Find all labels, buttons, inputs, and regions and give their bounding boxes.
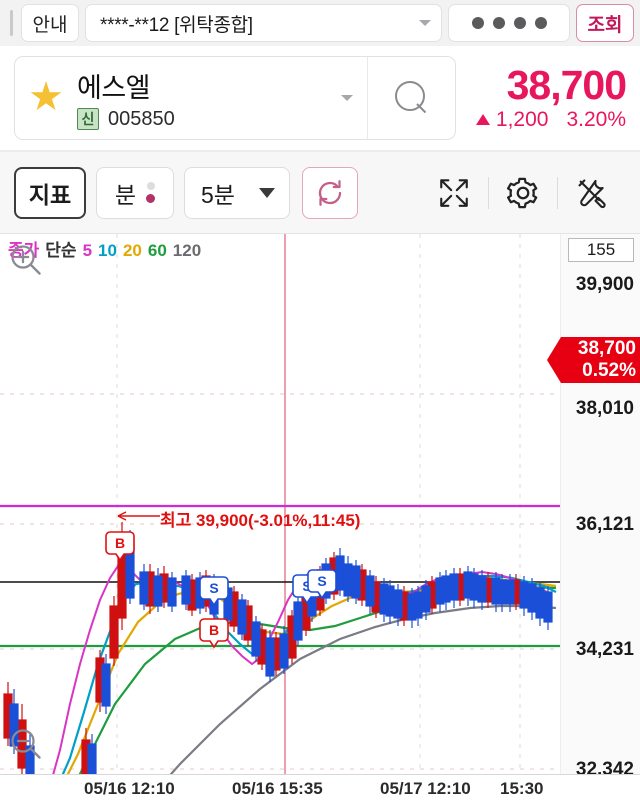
price-axis-label: 39,900 — [575, 274, 634, 295]
inquiry-button[interactable]: 조회 — [576, 4, 634, 42]
zoom-out-button[interactable] — [8, 726, 44, 767]
chart-unit-button[interactable]: 분 — [96, 166, 174, 219]
tools-button[interactable] — [558, 166, 626, 220]
svg-text:S: S — [317, 573, 326, 589]
stock-code: 005850 — [108, 107, 175, 130]
price-axis-label: 38,010 — [575, 398, 634, 419]
account-number: ****-**12 [위탁종합] — [100, 14, 253, 36]
trade-marker-buy: B — [199, 618, 229, 649]
star-icon: ★ — [28, 75, 64, 119]
divider — [488, 176, 489, 209]
high-annotation: 최고 39,900(-3.01%,11:45) — [160, 511, 361, 530]
chevron-down-icon — [419, 20, 431, 26]
search-icon — [394, 81, 429, 115]
current-price-tag-price: 38,700 — [577, 338, 636, 359]
settings-button[interactable] — [489, 166, 557, 220]
change-value-group: 1,200 — [475, 107, 549, 132]
stock-name: 에스엘 — [77, 72, 151, 103]
price-axis[interactable]: 155 39,900 38,700 0.52% 38,010 36,121 34… — [547, 234, 640, 780]
divider — [557, 176, 558, 209]
trade-marker-sell: S — [199, 576, 229, 607]
chart-plot[interactable]: B S B S S 최고 — [0, 234, 560, 774]
gear-icon — [506, 177, 538, 208]
candle-count-box[interactable]: 155 — [568, 238, 634, 262]
password-dot — [513, 17, 526, 29]
chart-area[interactable]: 종가 단순 5 10 20 60 120 — [0, 234, 640, 800]
toolbar-right-icons — [420, 166, 626, 220]
price-axis-label: 34,231 — [575, 639, 634, 660]
chart-legend: 종가 단순 5 10 20 60 120 — [8, 236, 201, 261]
caret-down-icon — [259, 187, 275, 198]
credit-badge: 신 — [77, 108, 99, 130]
stock-header: ★ 에스엘 신 005850 38,700 1,200 3.20% — [0, 46, 640, 152]
stock-identity: 에스엘 신 005850 — [77, 57, 333, 139]
password-dot — [492, 17, 505, 29]
time-axis-label: 15:30 — [500, 779, 544, 798]
price-display: 38,700 1,200 3.20% — [456, 61, 640, 132]
refresh-icon — [318, 179, 342, 206]
chart-toolbar: 지표 분 5분 — [0, 152, 640, 234]
stock-search-button[interactable] — [367, 57, 455, 139]
stock-code-row: 신 005850 — [77, 108, 333, 131]
time-axis: 05/16 12:10 05/16 15:35 05/17 12:10 15:3… — [0, 774, 640, 800]
svg-text:S: S — [209, 580, 218, 596]
tools-icon — [578, 178, 606, 208]
current-price: 38,700 — [506, 61, 627, 108]
time-axis-label: 05/16 15:35 — [232, 779, 323, 798]
zoom-in-icon — [11, 245, 41, 275]
favorite-button[interactable]: ★ — [15, 57, 77, 139]
zoom-in-button[interactable] — [8, 242, 44, 283]
chevron-down-icon — [341, 95, 353, 101]
account-bar: 안내 ****-**12 [위탁종합] 조회 — [0, 0, 640, 46]
change-percent: 3.20% — [566, 107, 626, 131]
svg-text:B: B — [209, 622, 219, 638]
period-label: 5분 — [201, 181, 235, 208]
svg-text:S: S — [302, 578, 311, 594]
candlesticks — [3, 522, 553, 774]
unit-indicator-dots — [146, 182, 156, 203]
dot-inactive-icon — [146, 182, 155, 190]
period-select[interactable]: 5분 — [184, 166, 290, 219]
stock-selector[interactable]: ★ 에스엘 신 005850 — [14, 56, 456, 140]
price-change-row: 1,200 3.20% — [475, 107, 626, 132]
current-price-tag: 38,700 0.52% — [547, 337, 640, 383]
time-axis-label: 05/17 12:10 — [380, 779, 471, 798]
expand-icon — [440, 178, 468, 207]
ma-5-line — [52, 562, 553, 774]
grid-lines-vertical — [116, 234, 521, 774]
dot-active-icon — [146, 194, 156, 203]
password-field[interactable] — [448, 4, 570, 42]
chart-unit-label: 분 — [114, 181, 137, 208]
legend-ma-5: 5 — [82, 241, 93, 260]
legend-ma-20: 20 — [122, 241, 142, 260]
legend-ma-120: 120 — [172, 241, 202, 260]
time-axis-label: 05/16 12:10 — [84, 779, 175, 798]
stock-dropdown[interactable] — [333, 57, 367, 139]
trade-marker-sell: S — [307, 569, 337, 600]
svg-text:B: B — [115, 535, 125, 551]
ma-120-line — [169, 604, 557, 774]
legend-ma-10: 10 — [98, 241, 117, 260]
password-dot — [471, 17, 484, 29]
trade-marker-buy: B — [105, 531, 135, 562]
password-dot — [534, 17, 547, 29]
indicator-button[interactable]: 지표 — [14, 166, 86, 219]
price-axis-label: 36,121 — [575, 514, 634, 535]
change-value: 1,200 — [495, 107, 549, 131]
current-price-tag-percent: 0.52% — [582, 360, 636, 381]
trade-marker-group: B S B S S — [105, 531, 337, 649]
expand-button[interactable] — [420, 166, 488, 220]
scroll-indicator — [10, 10, 13, 36]
guide-button[interactable]: 안내 — [21, 4, 79, 42]
chart-svg: B S B S S — [0, 234, 560, 774]
legend-ma-60: 60 — [147, 241, 167, 260]
high-arrow-icon — [117, 511, 127, 521]
legend-ma-type: 단순 — [45, 241, 77, 260]
triangle-up-icon — [475, 114, 490, 125]
refresh-button[interactable] — [302, 166, 358, 219]
account-select[interactable]: ****-**12 [위탁종합] — [85, 4, 442, 42]
zoom-out-icon — [11, 729, 41, 759]
legend-price-type: 종가 — [8, 241, 40, 260]
